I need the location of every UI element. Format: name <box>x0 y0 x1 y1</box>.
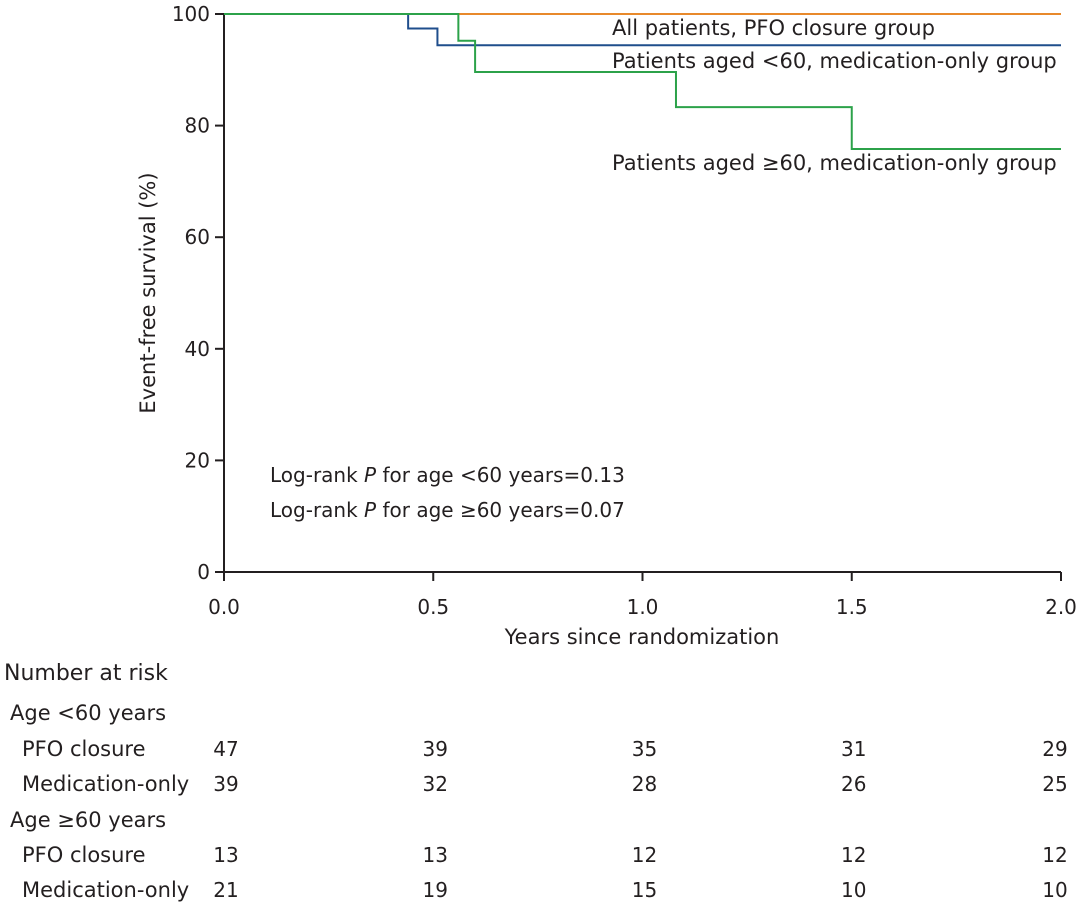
y-tick-label: 80 <box>185 114 210 138</box>
risk-value: 32 <box>423 772 448 796</box>
risk-value: 25 <box>1042 772 1067 796</box>
legend-label-pfo-closure: All patients, PFO closure group <box>612 16 935 40</box>
risk-table-title: Number at risk <box>4 661 168 686</box>
risk-value: 31 <box>841 737 866 761</box>
risk-value: 19 <box>423 878 448 902</box>
risk-value: 12 <box>632 843 657 867</box>
risk-value: 39 <box>423 737 448 761</box>
risk-value: 12 <box>841 843 866 867</box>
risk-values: 47 39 35 31 29 39 32 28 26 25 13 13 12 12 12 21 19 15 10 10 <box>213 737 1067 902</box>
y-tick-label: 20 <box>185 448 210 472</box>
risk-value: 13 <box>423 843 448 867</box>
x-ticks: 0.0 0.5 1.0 1.5 2.0 <box>208 572 1077 619</box>
legend-label-over-60-medication: Patients aged ≥60, medication-only group <box>612 151 1057 175</box>
risk-value: 13 <box>213 843 238 867</box>
risk-value: 26 <box>841 772 866 796</box>
logrank-annotation-over-60: Log-rank P for age ≥60 years=0.07 <box>270 498 625 522</box>
x-tick-label: 2.0 <box>1045 595 1077 619</box>
risk-row-label: PFO closure <box>22 737 146 761</box>
y-tick-label: 60 <box>185 225 210 249</box>
risk-group-label-under-60: Age <60 years <box>10 701 166 725</box>
risk-value: 29 <box>1042 737 1067 761</box>
y-axis-title: Event-free survival (%) <box>136 172 160 413</box>
risk-row-label: PFO closure <box>22 843 146 867</box>
risk-value: 39 <box>213 772 238 796</box>
risk-row-label: Medication-only <box>22 878 189 902</box>
risk-value: 10 <box>1042 878 1067 902</box>
risk-value: 47 <box>213 737 238 761</box>
y-ticks: 0 20 40 60 80 100 <box>172 2 224 584</box>
x-tick-label: 1.5 <box>836 595 868 619</box>
risk-value: 10 <box>841 878 866 902</box>
x-tick-label: 0.0 <box>208 595 240 619</box>
series-line-2 <box>224 13 1061 151</box>
risk-row-label: Medication-only <box>22 772 189 796</box>
series-group <box>224 13 1061 151</box>
risk-value: 15 <box>632 878 657 902</box>
risk-value: 12 <box>1042 843 1067 867</box>
risk-group-label-over-60: Age ≥60 years <box>10 808 166 832</box>
y-tick-label: 0 <box>197 560 210 584</box>
risk-value: 21 <box>213 878 238 902</box>
x-tick-label: 1.0 <box>627 595 659 619</box>
x-axis-title: Years since randomization <box>504 625 780 649</box>
y-tick-label: 40 <box>185 337 210 361</box>
y-tick-label: 100 <box>172 2 210 26</box>
x-tick-label: 0.5 <box>417 595 449 619</box>
risk-value: 28 <box>632 772 657 796</box>
legend-label-under-60-medication: Patients aged <60, medication-only group <box>612 49 1057 73</box>
risk-value: 35 <box>632 737 657 761</box>
logrank-annotation-under-60: Log-rank P for age <60 years=0.13 <box>270 463 625 487</box>
